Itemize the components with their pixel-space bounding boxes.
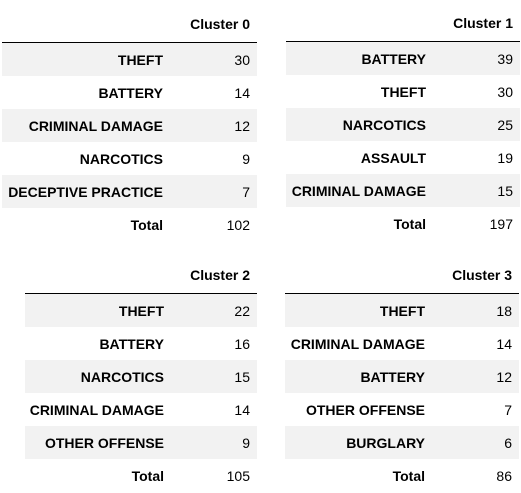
table-row: NARCOTICS 15: [25, 360, 257, 393]
table-row: CRIMINAL DAMAGE 14: [25, 393, 257, 426]
table-title: Cluster 2: [172, 257, 257, 294]
row-label: BATTERY: [286, 41, 434, 75]
table-row: NARCOTICS 25: [286, 108, 520, 141]
total-value: 86: [433, 459, 519, 492]
row-value: 30: [497, 83, 513, 100]
row-value: 7: [504, 401, 512, 418]
row-value: 19: [497, 149, 513, 166]
table-row: BATTERY 39: [286, 41, 520, 75]
total-row: Total 86: [285, 459, 519, 492]
table-header-row: Cluster 3: [285, 257, 519, 294]
header-blank: [286, 5, 434, 42]
row-value: 16: [234, 335, 250, 352]
row-label: NARCOTICS: [286, 108, 434, 141]
row-value: 14: [234, 84, 250, 101]
table-row: ASSAULT 19: [286, 141, 520, 174]
row-label: THEFT: [25, 293, 172, 327]
row-label: NARCOTICS: [25, 360, 172, 393]
table-row: OTHER OFFENSE 7: [285, 393, 519, 426]
row-label: THEFT: [380, 83, 426, 100]
cluster-1-table: Cluster 1 BATTERY 39 THEFT 30 NARCOTICS …: [286, 5, 520, 240]
row-label: CRIMINAL DAMAGE: [29, 401, 164, 418]
cluster-3-table: Cluster 3 THEFT 18 CRIMINAL DAMAGE 14 BA…: [285, 257, 519, 492]
row-label: NARCOTICS: [79, 150, 163, 167]
table-row: CRIMINAL DAMAGE 14: [285, 327, 519, 360]
row-label: OTHER OFFENSE: [25, 426, 172, 459]
total-label: Total: [286, 207, 434, 240]
table-header-row: Cluster 2: [25, 257, 257, 294]
total-label: Total: [25, 459, 172, 492]
total-row: Total 102: [2, 208, 257, 241]
table-header-row: Cluster 0: [2, 6, 257, 43]
table-title: Cluster 0: [171, 6, 257, 43]
total-row: Total 197: [286, 207, 520, 240]
table-title: Cluster 3: [433, 257, 519, 294]
row-value: 15: [434, 174, 520, 207]
table-row: OTHER OFFENSE 9: [25, 426, 257, 459]
row-value: 18: [433, 293, 519, 327]
row-value: 6: [433, 426, 519, 459]
row-value: 22: [172, 293, 257, 327]
table-row: CRIMINAL DAMAGE 15: [286, 174, 520, 207]
header-blank: [2, 6, 171, 43]
row-label: CRIMINAL DAMAGE: [290, 335, 425, 352]
row-label: CRIMINAL DAMAGE: [286, 174, 434, 207]
row-value: 25: [434, 108, 520, 141]
header-blank: [285, 257, 433, 294]
table-row: BATTERY 16: [25, 327, 257, 360]
row-value: 7: [171, 175, 257, 208]
row-label: BATTERY: [99, 335, 164, 352]
table-header-row: Cluster 1: [286, 5, 520, 42]
total-value: 102: [171, 208, 257, 241]
row-label: DECEPTIVE PRACTICE: [2, 175, 171, 208]
table-row: NARCOTICS 9: [2, 142, 257, 175]
row-value: 12: [171, 109, 257, 142]
row-value: 12: [433, 360, 519, 393]
cluster-2-table: Cluster 2 THEFT 22 BATTERY 16 NARCOTICS …: [25, 257, 257, 492]
cluster-0-table: Cluster 0 THEFT 30 BATTERY 14 CRIMINAL D…: [2, 6, 257, 241]
table-row: THEFT 30: [2, 42, 257, 76]
total-label: Total: [285, 459, 433, 492]
row-value: 39: [434, 41, 520, 75]
header-blank: [25, 257, 172, 294]
total-label: Total: [2, 208, 171, 241]
total-value: 197: [434, 207, 520, 240]
table-row: CRIMINAL DAMAGE 12: [2, 109, 257, 142]
row-label: CRIMINAL DAMAGE: [2, 109, 171, 142]
row-value: 30: [171, 42, 257, 76]
table-row: BATTERY 12: [285, 360, 519, 393]
row-value: 9: [242, 150, 250, 167]
row-label: OTHER OFFENSE: [305, 401, 425, 418]
row-label: BATTERY: [285, 360, 433, 393]
row-value: 14: [496, 335, 512, 352]
table-title: Cluster 1: [434, 5, 520, 42]
table-row: BURGLARY 6: [285, 426, 519, 459]
row-label: THEFT: [2, 42, 171, 76]
table-row: THEFT 18: [285, 293, 519, 327]
row-label: BURGLARY: [285, 426, 433, 459]
total-value: 105: [172, 459, 257, 492]
row-value: 14: [234, 401, 250, 418]
table-row: THEFT 22: [25, 293, 257, 327]
table-row: BATTERY 14: [2, 76, 257, 109]
row-value: 15: [172, 360, 257, 393]
row-label: BATTERY: [98, 84, 163, 101]
table-row: DECEPTIVE PRACTICE 7: [2, 175, 257, 208]
row-label: ASSAULT: [360, 149, 426, 166]
table-row: THEFT 30: [286, 75, 520, 108]
row-value: 9: [172, 426, 257, 459]
row-label: THEFT: [285, 293, 433, 327]
total-row: Total 105: [25, 459, 257, 492]
